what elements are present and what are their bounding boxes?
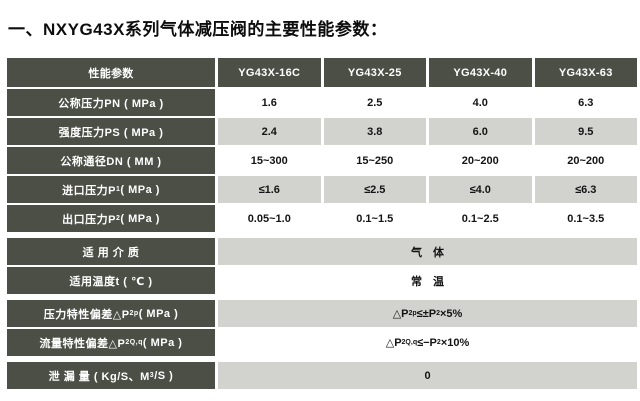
text-segment: ≤−P xyxy=(417,336,437,349)
row-label: 流量特性偏差△P 2Q,q ( MPa ) xyxy=(7,329,215,356)
text-segment: ( MPa ) xyxy=(120,183,160,196)
text-segment: 公称通径DN ( MM ) xyxy=(60,155,162,168)
table-row: 适 用 介 质 气 体 xyxy=(7,238,637,265)
table-row: 公称压力PN ( MPa ) 1.6 2.5 4.0 6.3 xyxy=(7,89,637,116)
value-cell: 6.3 xyxy=(534,89,637,116)
spanning-value-cell: △P 2Q,q ≤−P 2 ×10% xyxy=(218,329,637,356)
value-cell: 1.6 xyxy=(218,89,321,116)
table-row: 适用温度t ( ℃ ) 常 温 xyxy=(7,267,637,294)
performance-table: 性能参数 YG43X-16C YG43X-25 YG43X-40 YG43X-6… xyxy=(7,58,637,391)
subscript: 2Q,q xyxy=(125,339,143,346)
value-cell: 20~200 xyxy=(534,147,637,174)
table-body: 公称压力PN ( MPa ) 1.6 2.5 4.0 6.3 强度压力PS ( MPa… xyxy=(7,89,637,389)
text-segment: 适用温度t ( ℃ ) xyxy=(69,275,153,288)
row-label: 公称通径DN ( MM ) xyxy=(7,147,215,174)
text-segment: 公称压力PN ( MPa ) xyxy=(58,97,164,110)
text-segment: ≤±P xyxy=(416,307,437,320)
text-segment: 进口压力P xyxy=(62,184,116,197)
subscript: 2p xyxy=(129,310,139,317)
text-segment: 气 体 xyxy=(411,246,444,259)
table-row: 泄 漏 量 ( Kg/S、M 3/S ) 0 xyxy=(7,362,637,389)
value-cell: 3.8 xyxy=(323,118,426,145)
text-segment: 适 用 介 质 xyxy=(82,246,140,259)
table-header-row: 性能参数 YG43X-16C YG43X-25 YG43X-40 YG43X-6… xyxy=(7,58,637,87)
value-cell: ≤4.0 xyxy=(429,176,532,203)
value-cell: 15~300 xyxy=(218,147,321,174)
value-cell: 0.1~3.5 xyxy=(534,205,637,232)
row-label: 进口压力P 1 ( MPa ) xyxy=(7,176,215,203)
text-segment: 常 温 xyxy=(411,275,444,288)
value-cell: ≤1.6 xyxy=(218,176,321,203)
column-header-yg43x-40: YG43X-40 xyxy=(429,58,532,87)
value-cell: ≤6.3 xyxy=(534,176,637,203)
text-segment: 0 xyxy=(424,369,431,382)
subscript: 2p xyxy=(408,310,417,317)
row-label: 压力特性偏差△P 2p ( MPa ) xyxy=(7,300,215,327)
value-cell: 15~250 xyxy=(323,147,426,174)
text-segment: 流量特性偏差△P xyxy=(39,337,126,350)
spanning-value-cell: 气 体 xyxy=(218,238,637,265)
value-cell: 0.05~1.0 xyxy=(218,205,321,232)
row-label: 出口压力P 2 ( MPa ) xyxy=(7,205,215,232)
table-row: 进口压力P 1 ( MPa ) ≤1.6 ≤2.5 ≤4.0 ≤6.3 xyxy=(7,176,637,203)
subscript: 2 xyxy=(436,339,441,346)
value-cell: 0.1~1.5 xyxy=(323,205,426,232)
text-segment: ( MPa ) xyxy=(142,336,183,349)
row-label: 公称压力PN ( MPa ) xyxy=(7,89,215,116)
subscript: 1 xyxy=(115,186,121,193)
value-cell: 20~200 xyxy=(429,147,532,174)
text-segment: △P xyxy=(385,337,402,349)
text-segment: ( MPa ) xyxy=(138,307,179,320)
value-cell: 2.5 xyxy=(323,89,426,116)
value-cell: ≤2.5 xyxy=(323,176,426,203)
text-segment: △P xyxy=(392,308,409,320)
subscript: 2 xyxy=(436,310,440,317)
row-label: 适用温度t ( ℃ ) xyxy=(7,267,215,294)
spanning-value-cell: 0 xyxy=(218,362,637,389)
table-row: 出口压力P 2 ( MPa ) 0.05~1.0 0.1~1.5 0.1~2.5 0.1… xyxy=(7,205,637,232)
value-cell: 9.5 xyxy=(534,118,637,145)
text-segment: 出口压力P xyxy=(62,213,116,226)
value-cell: 2.4 xyxy=(218,118,321,145)
table-row: 流量特性偏差△P 2Q,q ( MPa ) △P 2Q,q ≤−P 2 ×10% xyxy=(7,329,637,356)
table-row: 公称通径DN ( MM ) 15~300 15~250 20~200 20~200 xyxy=(7,147,637,174)
table-row: 强度压力PS ( MPa ) 2.4 3.8 6.0 9.5 xyxy=(7,118,637,145)
subscript: 2 xyxy=(115,215,121,222)
row-label: 强度压力PS ( MPa ) xyxy=(7,118,215,145)
table-row: 压力特性偏差△P 2p ( MPa ) △P 2p ≤±P 2 ×5% xyxy=(7,300,637,327)
subscript: 2Q,q xyxy=(401,339,418,346)
text-segment: 强度压力PS ( MPa ) xyxy=(58,126,164,139)
column-header-parameter: 性能参数 xyxy=(7,58,215,87)
column-header-yg43x-25: YG43X-25 xyxy=(323,58,426,87)
text-segment: 泄 漏 量 ( Kg/S、M xyxy=(48,370,150,383)
value-cell: 6.0 xyxy=(429,118,532,145)
text-segment: /S ) xyxy=(154,369,174,382)
superscript: 3 xyxy=(149,372,155,379)
text-segment: ( MPa ) xyxy=(120,212,160,225)
text-segment: ×10% xyxy=(440,336,470,349)
spanning-value-cell: 常 温 xyxy=(218,267,637,294)
row-label: 适 用 介 质 xyxy=(7,238,215,265)
row-label: 泄 漏 量 ( Kg/S、M 3/S ) xyxy=(7,362,215,389)
value-cell: 4.0 xyxy=(429,89,532,116)
text-segment: 压力特性偏差△P xyxy=(43,308,130,321)
text-segment: ×5% xyxy=(439,307,463,320)
page-title: 一、NXYG43X系列气体减压阀的主要性能参数： xyxy=(8,20,388,39)
value-cell: 0.1~2.5 xyxy=(429,205,532,232)
column-header-yg43x-63: YG43X-63 xyxy=(534,58,637,87)
column-header-yg43x-16c: YG43X-16C xyxy=(218,58,321,87)
spanning-value-cell: △P 2p ≤±P 2 ×5% xyxy=(218,300,637,327)
